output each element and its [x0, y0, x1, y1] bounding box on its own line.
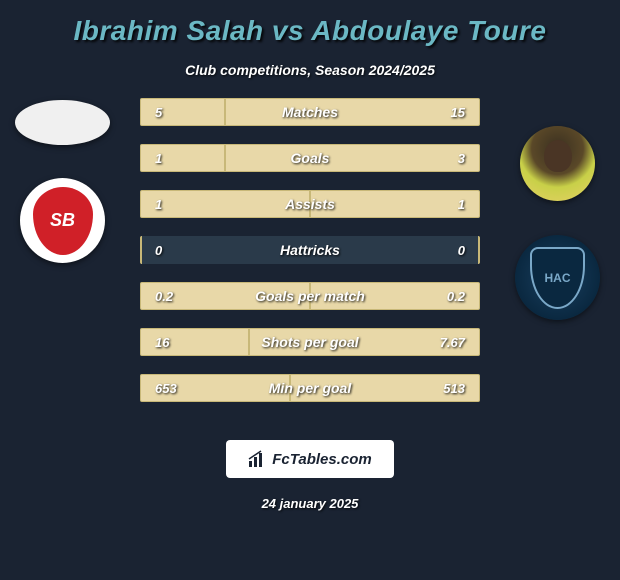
stat-bar-right [478, 236, 480, 264]
stat-value-left: 0 [155, 243, 162, 258]
stat-row: 1 Goals 3 [140, 144, 480, 172]
chart-icon [248, 450, 266, 468]
page-subtitle: Club competitions, Season 2024/2025 [0, 62, 620, 78]
stat-value-left: 16 [155, 335, 169, 350]
stat-label: Goals per match [255, 288, 365, 304]
stat-value-right: 0.2 [447, 289, 465, 304]
stat-value-right: 513 [443, 381, 465, 396]
stat-value-right: 7.67 [440, 335, 465, 350]
stat-row: 1 Assists 1 [140, 190, 480, 218]
stats-area: 5 Matches 15 1 Goals 3 1 Assists 1 0 Hattricks 0 0.2… [0, 98, 620, 402]
stat-label: Goals [291, 150, 330, 166]
stat-bar-left [140, 98, 225, 126]
stat-value-left: 653 [155, 381, 177, 396]
stat-value-right: 1 [458, 197, 465, 212]
stat-bar-left [140, 236, 142, 264]
stat-value-right: 3 [458, 151, 465, 166]
stat-label: Shots per goal [261, 334, 358, 350]
stat-bar-right [225, 144, 480, 172]
stat-value-left: 1 [155, 197, 162, 212]
stat-row: 0.2 Goals per match 0.2 [140, 282, 480, 310]
stat-bar-right [225, 98, 480, 126]
stat-value-left: 5 [155, 105, 162, 120]
stat-label: Assists [285, 196, 335, 212]
stat-value-right: 15 [451, 105, 465, 120]
stat-label: Matches [282, 104, 338, 120]
stat-row: 653 Min per goal 513 [140, 374, 480, 402]
stat-value-right: 0 [458, 243, 465, 258]
stat-label: Min per goal [269, 380, 351, 396]
brand-panel: FcTables.com [226, 440, 393, 478]
stat-row: 0 Hattricks 0 [140, 236, 480, 264]
stat-value-left: 0.2 [155, 289, 173, 304]
date-label: 24 january 2025 [0, 496, 620, 511]
stat-row: 16 Shots per goal 7.67 [140, 328, 480, 356]
page-title: Ibrahim Salah vs Abdoulaye Toure [0, 15, 620, 47]
stat-label: Hattricks [280, 242, 340, 258]
stat-bar-right [310, 190, 480, 218]
brand-text: FcTables.com [272, 451, 371, 468]
stat-row: 5 Matches 15 [140, 98, 480, 126]
stat-bar-left [140, 144, 225, 172]
stat-value-left: 1 [155, 151, 162, 166]
